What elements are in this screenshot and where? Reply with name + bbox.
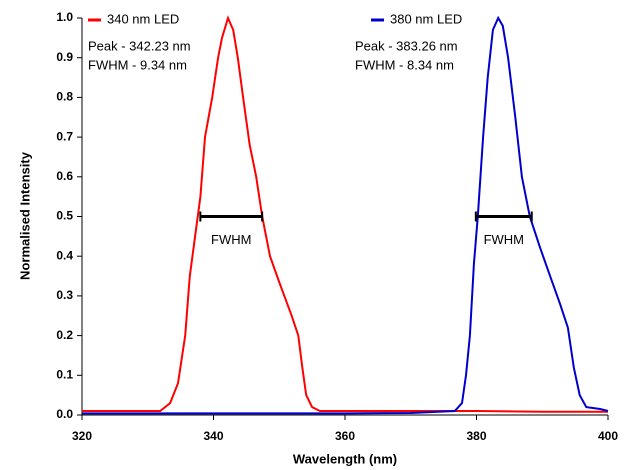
y-tick-label: 0.4 (56, 248, 73, 262)
x-tick-label: 380 (466, 429, 486, 443)
x-tick-label: 320 (72, 429, 92, 443)
legend-label: 340 nm LED (107, 11, 179, 26)
y-tick-label: 0.7 (56, 129, 73, 143)
y-tick-label: 0.5 (56, 209, 73, 223)
annotation: Peak - 383.26 nm (355, 38, 458, 53)
y-tick-label: 1.0 (56, 10, 73, 24)
y-tick-label: 0.0 (56, 407, 73, 421)
y-axis-title: Normalised Intensity (17, 151, 32, 280)
fwhm-label: FWHM (484, 232, 524, 247)
legend-label: 380 nm LED (390, 11, 462, 26)
series-line (82, 15, 608, 413)
y-tick-label: 0.6 (56, 169, 73, 183)
y-tick-label: 0.8 (56, 90, 73, 104)
x-tick-label: 340 (203, 429, 223, 443)
x-axis-title: Wavelength (nm) (293, 451, 397, 466)
y-tick-label: 0.1 (56, 367, 73, 381)
x-tick-label: 400 (598, 429, 618, 443)
annotation: FWHM - 8.34 nm (355, 57, 454, 72)
fwhm-label: FWHM (211, 232, 251, 247)
annotation: Peak - 342.23 nm (88, 38, 191, 53)
annotation: FWHM - 9.34 nm (88, 57, 187, 72)
y-tick-label: 0.2 (56, 328, 73, 342)
series-line (82, 15, 609, 415)
y-tick-label: 0.9 (56, 50, 73, 64)
y-tick-label: 0.3 (56, 288, 73, 302)
x-tick-label: 360 (335, 429, 355, 443)
